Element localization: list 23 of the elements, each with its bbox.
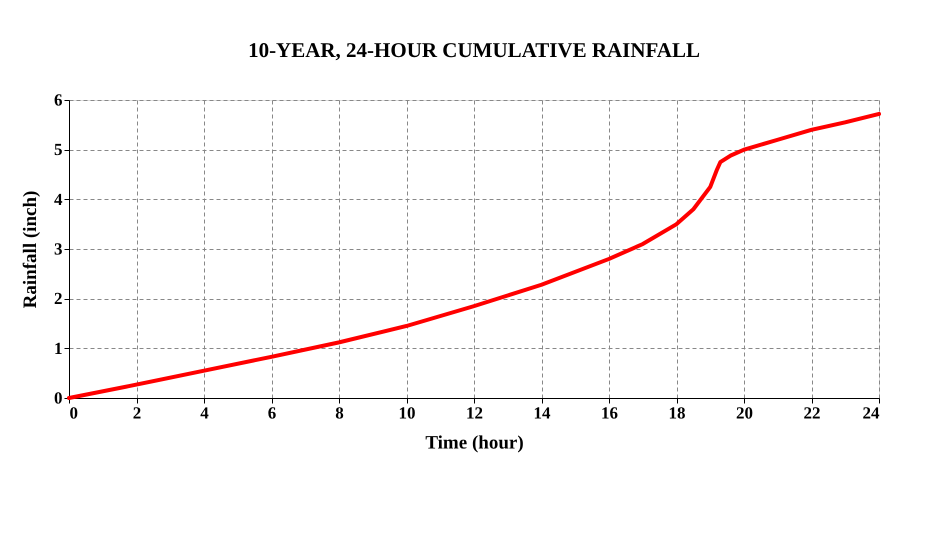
x-tick-label: 0 (70, 404, 78, 422)
x-tick-label: 24 (862, 404, 880, 422)
y-tick-label: 5 (54, 140, 62, 160)
x-tick-label: 4 (200, 404, 210, 422)
y-axis-title: Rainfall (inch) (20, 190, 41, 308)
x-tick-label: 22 (804, 404, 820, 422)
y-tick-label: 3 (54, 240, 62, 258)
x-tick-label: 16 (601, 404, 618, 422)
x-tick-label: 12 (466, 404, 483, 422)
x-tick-label: 18 (668, 404, 686, 422)
x-tick-label: 14 (534, 404, 551, 422)
x-tick-label: 6 (268, 404, 276, 422)
chart-title: 10-YEAR, 24-HOUR CUMULATIVE RAINFALL (248, 38, 700, 62)
x-tick-label: 8 (335, 404, 344, 422)
x-axis-title: Time (hour) (425, 432, 524, 454)
y-tick-label: 4 (54, 190, 63, 209)
y-tick-label: 2 (54, 289, 62, 308)
y-tick-label: 0 (54, 388, 62, 408)
y-tick-label: 6 (54, 90, 62, 110)
x-tick-label: 2 (132, 404, 142, 422)
x-tick-label: 10 (398, 404, 416, 422)
y-tick-label: 1 (54, 338, 62, 358)
x-tick-label: 20 (736, 404, 753, 422)
